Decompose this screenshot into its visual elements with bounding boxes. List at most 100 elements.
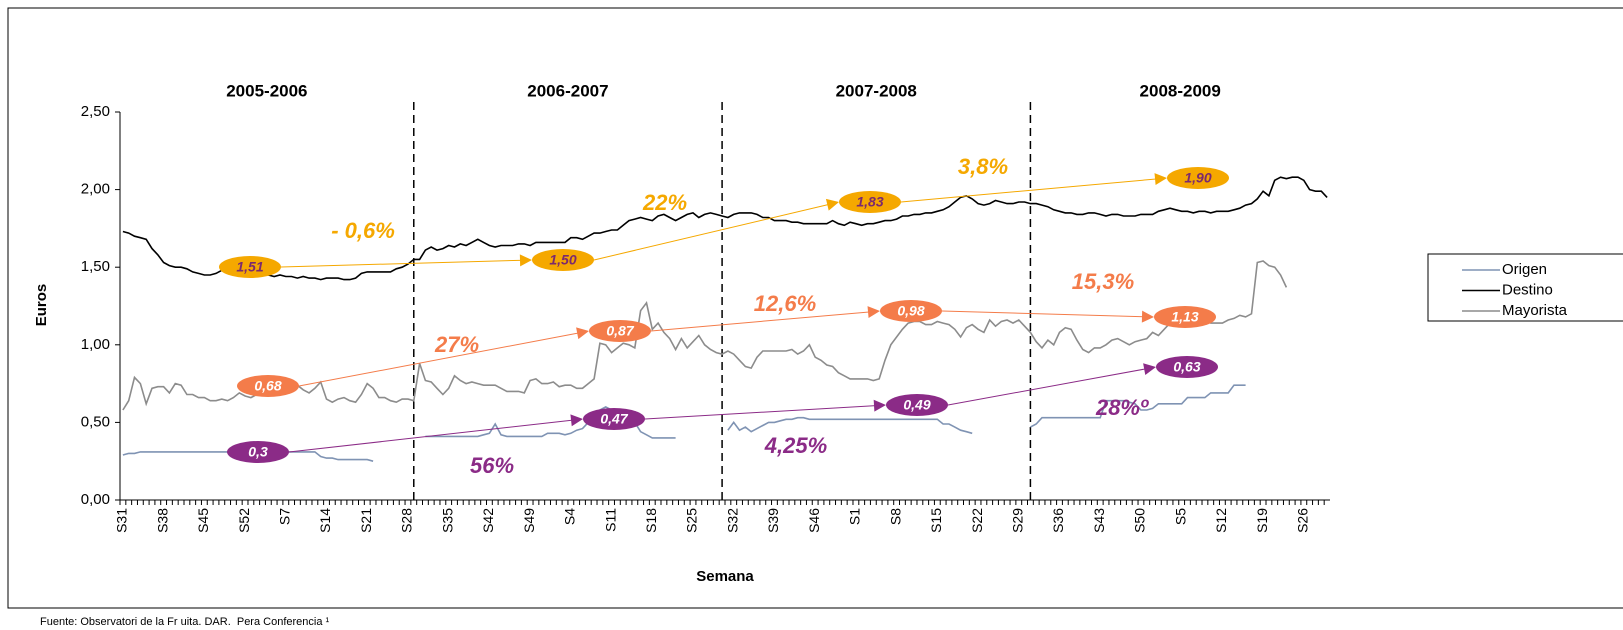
y-axis-title: Euros bbox=[33, 284, 50, 327]
x-tick-label: S45 bbox=[195, 508, 211, 533]
x-tick-label: S52 bbox=[236, 508, 252, 533]
y-tick-label: 2,50 bbox=[81, 103, 110, 120]
trend-value-label: 1,83 bbox=[856, 194, 883, 210]
x-tick-label: S31 bbox=[114, 508, 130, 533]
x-tick-label: S11 bbox=[602, 508, 618, 532]
y-tick-label: 1,50 bbox=[81, 258, 110, 275]
trend-marker bbox=[880, 300, 942, 322]
x-tick-label: S5 bbox=[1172, 508, 1188, 525]
trend-value-label: 1,13 bbox=[1171, 309, 1198, 325]
trend-marker bbox=[532, 249, 594, 271]
source-note: Fuente: Observatori de la Fr uita. DAR. … bbox=[40, 616, 330, 628]
x-tick-label: S4 bbox=[562, 508, 578, 525]
trend-value-label: 1,90 bbox=[1184, 170, 1211, 186]
trend-change-label: 27% bbox=[434, 332, 479, 357]
trend-change-label: 56% bbox=[470, 453, 514, 478]
trend-arrowhead bbox=[825, 198, 839, 211]
trend-arrowhead bbox=[1143, 363, 1156, 376]
y-tick-label: 0,50 bbox=[81, 413, 110, 430]
trend-arrow bbox=[644, 404, 879, 420]
trend-value-label: 0,87 bbox=[606, 323, 634, 339]
trend-marker bbox=[227, 441, 289, 463]
x-tick-label: S22 bbox=[969, 508, 985, 533]
trend-arrow bbox=[298, 331, 582, 387]
trend-change-label: - 0,6% bbox=[331, 218, 395, 243]
x-tick-label: S8 bbox=[887, 508, 903, 525]
x-tick-label: S1 bbox=[847, 508, 863, 525]
x-tick-label: S38 bbox=[154, 508, 170, 533]
trend-marker bbox=[219, 256, 281, 278]
x-tick-label: S7 bbox=[276, 508, 292, 525]
trend-value-label: 0,98 bbox=[897, 303, 924, 319]
trend-marker bbox=[1167, 167, 1229, 189]
trend-arrowhead bbox=[867, 306, 880, 319]
x-tick-label: S25 bbox=[684, 508, 700, 533]
trend-arrow bbox=[900, 178, 1160, 203]
season-title: 2005-2006 bbox=[226, 81, 307, 100]
trend-change-label: 28%º bbox=[1095, 395, 1149, 420]
trend-marker bbox=[1156, 356, 1218, 378]
x-tick-label: S21 bbox=[358, 508, 374, 533]
trend-value-label: 0,49 bbox=[903, 397, 930, 413]
trend-arrowhead bbox=[519, 254, 532, 267]
trend-marker bbox=[886, 394, 948, 416]
trend-marker bbox=[1154, 306, 1216, 328]
season-title: 2008-2009 bbox=[1140, 81, 1221, 100]
trend-arrow bbox=[650, 311, 873, 332]
x-tick-label: S26 bbox=[1295, 508, 1311, 533]
x-tick-label: S12 bbox=[1213, 508, 1229, 533]
trend-marker bbox=[237, 375, 299, 397]
trend-change-label: 22% bbox=[642, 190, 687, 215]
legend-label: Mayorista bbox=[1502, 302, 1568, 319]
legend-box bbox=[1427, 253, 1623, 322]
x-tick-label: S19 bbox=[1254, 508, 1270, 533]
x-tick-label: S35 bbox=[439, 508, 455, 533]
trend-value-label: 0,63 bbox=[1173, 359, 1200, 375]
series-line bbox=[122, 384, 1246, 462]
trend-change-label: 3,8% bbox=[958, 154, 1008, 179]
legend-label: Destino bbox=[1502, 281, 1553, 298]
x-tick-label: S28 bbox=[399, 508, 415, 533]
trend-marker bbox=[583, 408, 645, 430]
chart-frame bbox=[7, 7, 1623, 609]
x-tick-label: S50 bbox=[1132, 508, 1148, 533]
season-title: 2007-2008 bbox=[836, 81, 917, 100]
trend-value-label: 0,68 bbox=[254, 378, 281, 394]
x-axis-title: Semana bbox=[696, 568, 754, 585]
trend-arrow bbox=[280, 259, 525, 268]
trend-arrowhead bbox=[570, 414, 583, 427]
trend-arrowhead bbox=[873, 399, 886, 412]
trend-value-label: 0,47 bbox=[600, 411, 628, 427]
trend-arrow bbox=[593, 203, 832, 261]
x-tick-label: S46 bbox=[806, 508, 822, 533]
x-tick-label: S42 bbox=[480, 508, 496, 533]
x-tick-label: S18 bbox=[643, 508, 659, 533]
trend-arrowhead bbox=[1154, 173, 1167, 186]
trend-arrow bbox=[288, 419, 576, 453]
trend-arrowhead bbox=[576, 327, 589, 340]
x-tick-label: S15 bbox=[928, 508, 944, 533]
trend-arrow bbox=[941, 310, 1147, 318]
y-tick-label: 2,00 bbox=[81, 181, 110, 198]
x-tick-label: S43 bbox=[1091, 508, 1107, 533]
trend-value-label: 1,51 bbox=[236, 259, 263, 275]
trend-change-label: 12,6% bbox=[754, 291, 816, 316]
trend-value-label: 0,3 bbox=[248, 444, 268, 460]
trend-value-label: 1,50 bbox=[549, 252, 576, 268]
trend-change-label: 4,25% bbox=[764, 433, 827, 458]
series-line bbox=[122, 260, 1288, 411]
trend-change-label: 15,3% bbox=[1072, 269, 1134, 294]
series-line bbox=[122, 176, 1328, 281]
x-tick-label: S39 bbox=[765, 508, 781, 533]
x-tick-label: S36 bbox=[1050, 508, 1066, 533]
x-tick-label: S49 bbox=[521, 508, 537, 533]
y-tick-label: 1,00 bbox=[81, 336, 110, 353]
trend-marker bbox=[589, 320, 651, 342]
x-tick-label: S32 bbox=[724, 508, 740, 533]
y-tick-label: 0,00 bbox=[81, 491, 110, 508]
trend-marker bbox=[839, 191, 901, 213]
x-tick-label: S14 bbox=[317, 508, 333, 533]
x-tick-label: S29 bbox=[1009, 508, 1025, 533]
